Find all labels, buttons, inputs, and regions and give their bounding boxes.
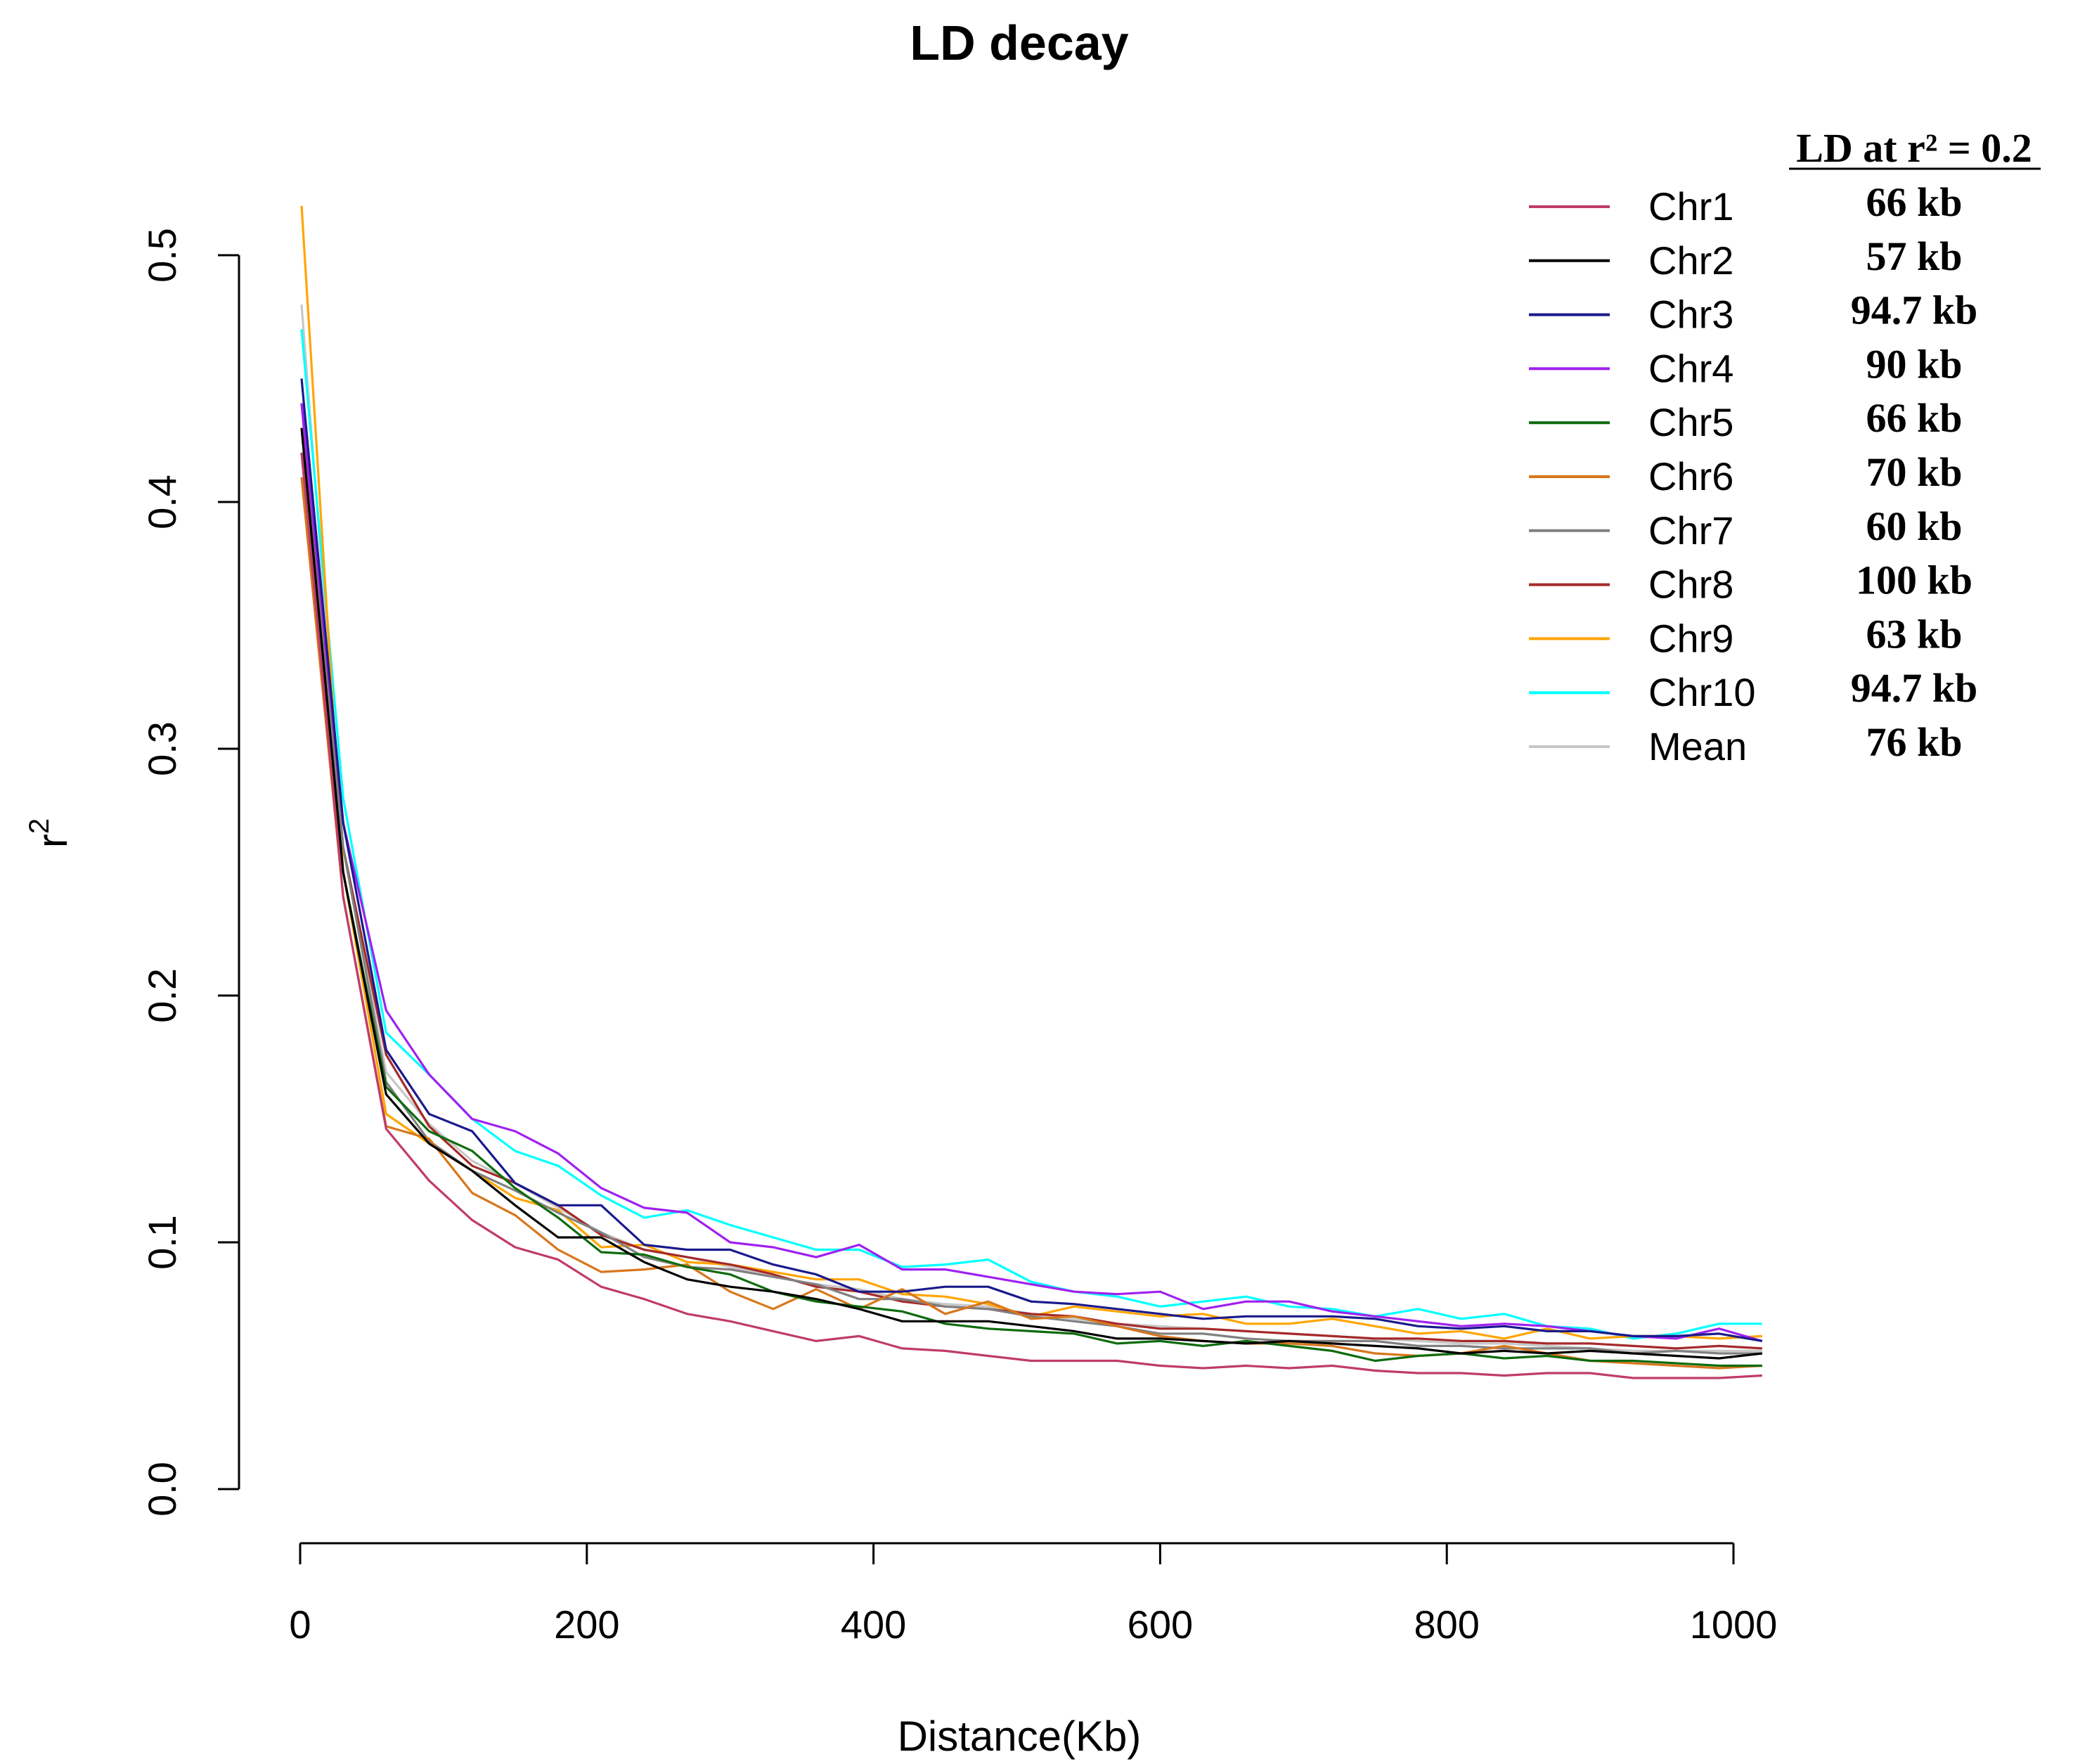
legend-ld-value: 90 kb — [1866, 341, 1962, 387]
svg-text:r2: r2 — [24, 818, 76, 848]
legend-item-chr9: Chr9 63 kb — [1529, 611, 1963, 660]
legend-ld-value: 66 kb — [1866, 179, 1962, 225]
series-line-chr6 — [300, 477, 1762, 1370]
legend-header: LD at r² = 0.2 — [1796, 125, 2032, 171]
plot-lines — [300, 205, 1763, 1379]
y-axis-label-superscript: 2 — [24, 818, 55, 834]
chart-title: LD decay — [910, 15, 1128, 70]
y-axis-label-text: r — [29, 834, 76, 848]
x-tick-label: 200 — [554, 1602, 619, 1647]
series-line-chr7 — [300, 427, 1762, 1355]
y-axis: 0.0 0.1 0.2 0.3 0.4 0.5 — [140, 228, 240, 1517]
legend-series-name: Chr8 — [1648, 562, 1733, 607]
legend-ld-value: 94.7 kb — [1851, 288, 1978, 333]
legend-ld-value: 66 kb — [1866, 395, 1962, 441]
legend-item-mean: Mean 76 kb — [1529, 719, 1963, 768]
legend: LD at r² = 0.2 Chr1 66 kb Chr2 57 kb Chr3 94.… — [1529, 125, 2041, 768]
legend-series-name: Chr9 — [1648, 616, 1733, 660]
y-tick-label-group: 0.0 — [140, 1462, 184, 1517]
y-tick-label: 0.0 — [140, 1462, 184, 1517]
legend-ld-value: 57 kb — [1866, 233, 1962, 279]
series-line-chr4 — [300, 403, 1763, 1342]
series-line-chr5 — [300, 452, 1762, 1367]
legend-series-name: Chr6 — [1648, 454, 1733, 498]
legend-item-chr3: Chr3 94.7 kb — [1529, 288, 1977, 337]
y-tick-label: 0.5 — [140, 228, 184, 283]
y-tick-label-group: 0.5 — [140, 228, 184, 283]
legend-ld-value: 100 kb — [1856, 558, 1972, 603]
legend-ld-value: 60 kb — [1866, 503, 1962, 549]
legend-series-name: Chr2 — [1648, 238, 1733, 283]
legend-series-name: Chr4 — [1648, 346, 1733, 390]
x-axis-label: Distance(Kb) — [898, 1713, 1142, 1760]
legend-item-chr10: Chr10 94.7 kb — [1529, 665, 1977, 714]
y-tick-label: 0.3 — [140, 721, 184, 776]
y-tick-label-group: 0.4 — [140, 475, 184, 529]
y-tick-label: 0.4 — [140, 475, 184, 529]
y-tick-label-group: 0.1 — [140, 1215, 184, 1270]
series-line-chr10 — [300, 329, 1762, 1340]
y-tick-label-group: 0.3 — [140, 721, 184, 776]
x-tick-label: 800 — [1414, 1602, 1479, 1647]
x-tick-label: 1000 — [1690, 1602, 1778, 1647]
legend-item-chr4: Chr4 90 kb — [1529, 341, 1963, 390]
legend-series-name: Chr7 — [1648, 508, 1733, 553]
series-line-chr9 — [300, 205, 1762, 1340]
legend-series-name: Chr5 — [1648, 400, 1733, 444]
legend-ld-value: 63 kb — [1866, 611, 1962, 657]
legend-series-name: Chr10 — [1648, 670, 1756, 714]
x-tick-label: 0 — [289, 1602, 311, 1647]
legend-series-name: Chr3 — [1648, 292, 1733, 337]
legend-item-chr1: Chr1 66 kb — [1529, 179, 1963, 228]
x-tick-label: 400 — [841, 1602, 906, 1647]
legend-item-chr8: Chr8 100 kb — [1529, 558, 1972, 607]
y-tick-label: 0.1 — [140, 1215, 184, 1270]
x-axis: 0 200 400 600 800 1000 — [289, 1542, 1778, 1647]
series-line-chr8 — [300, 403, 1762, 1350]
legend-item-chr5: Chr5 66 kb — [1529, 395, 1963, 444]
series-line-chr1 — [300, 452, 1762, 1379]
legend-ld-value: 76 kb — [1866, 719, 1962, 765]
legend-series-name: Mean — [1648, 724, 1747, 768]
legend-item-chr2: Chr2 57 kb — [1529, 233, 1963, 283]
legend-ld-value: 94.7 kb — [1851, 665, 1978, 711]
y-axis-label: r2 — [24, 818, 76, 848]
y-tick-label: 0.2 — [140, 968, 184, 1023]
legend-series-name: Chr1 — [1648, 184, 1733, 228]
legend-item-chr7: Chr7 60 kb — [1529, 503, 1963, 553]
series-line-chr3 — [300, 378, 1763, 1342]
legend-item-chr6: Chr6 70 kb — [1529, 449, 1963, 498]
x-tick-label: 600 — [1128, 1602, 1193, 1647]
series-line-chr2 — [300, 427, 1762, 1360]
y-tick-label-group: 0.2 — [140, 968, 184, 1023]
legend-ld-value: 70 kb — [1866, 449, 1962, 495]
